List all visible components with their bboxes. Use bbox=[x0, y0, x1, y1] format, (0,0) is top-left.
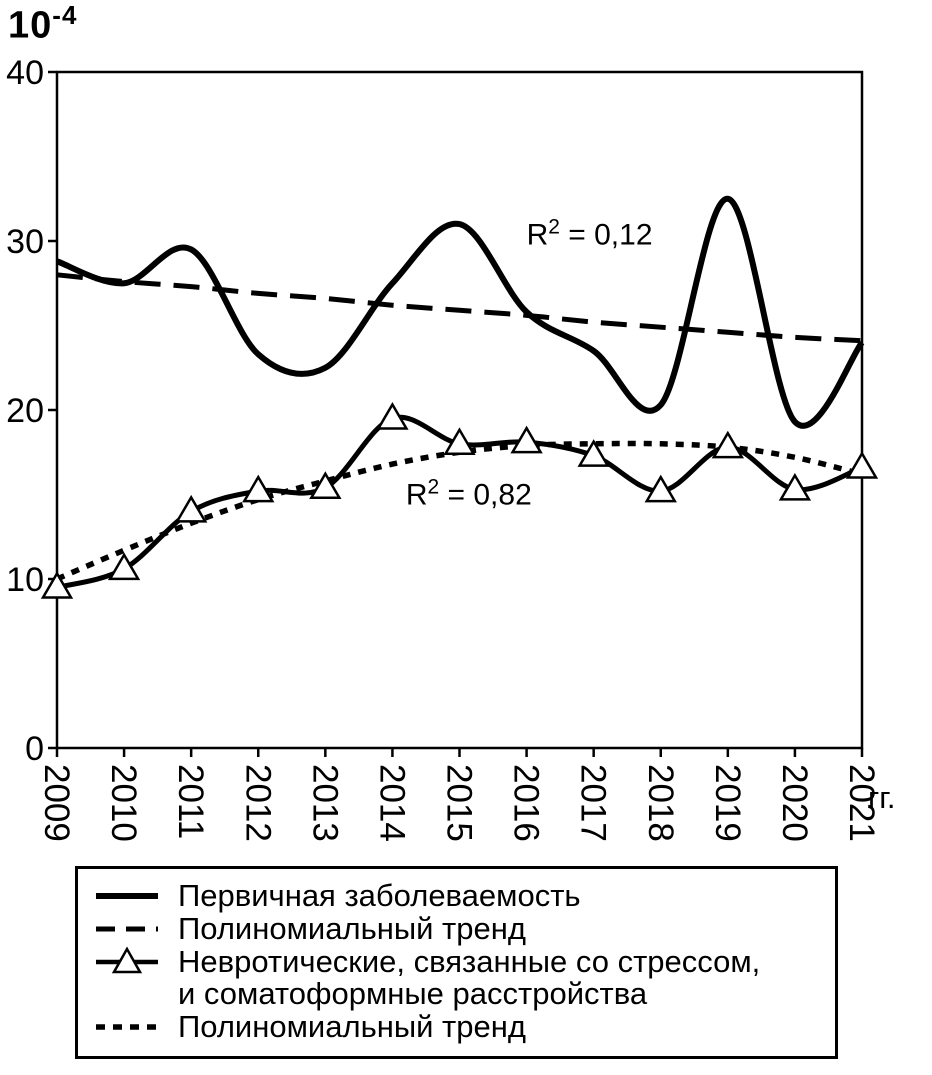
legend-label: Первичная заболеваемость bbox=[178, 878, 581, 913]
series-line-1 bbox=[56, 272, 863, 344]
legend-label-line1: Невротические, связанные со стрессом, bbox=[178, 944, 761, 979]
legend-sample-dotted-line bbox=[96, 1024, 158, 1030]
legend-sample-triangle-marker-line bbox=[96, 946, 158, 974]
r-squared-annotation-1: R2 = 0,82 bbox=[406, 476, 532, 512]
triangle-marker-icon bbox=[376, 401, 409, 430]
legend-sample-solid-line bbox=[96, 893, 158, 899]
r-squared-annotation-0: R2 = 0,12 bbox=[527, 215, 653, 251]
triangle-marker-icon bbox=[174, 494, 208, 523]
x-tick-label: 2010 bbox=[104, 764, 143, 842]
y-tick-label: 0 bbox=[25, 730, 44, 768]
legend-label: Невротические, связанные со стрессом, и … bbox=[178, 946, 760, 1010]
triangle-marker-icon bbox=[510, 425, 543, 454]
line-chart: 0 10 20 30 40 2009 2010 2011 2012 2013 2014 2015 201… bbox=[6, 54, 895, 842]
x-tick-label: 2012 bbox=[238, 764, 277, 842]
triangle-marker-icon bbox=[644, 474, 677, 503]
legend-item-polynomial-trend-1: Полиномиальный тренд bbox=[94, 913, 821, 945]
legend-label-line2: и соматоформные расстройства bbox=[178, 976, 648, 1011]
legend-label: Полиномиальный тренд bbox=[178, 1009, 526, 1044]
legend-label: Полиномиальный тренд bbox=[178, 911, 526, 946]
x-tick-label: 2018 bbox=[641, 764, 680, 842]
x-tick-label: 2019 bbox=[708, 764, 747, 842]
x-tick-label: 2020 bbox=[775, 764, 814, 842]
x-tick-label: 2014 bbox=[372, 764, 411, 842]
x-axis-unit-label: гг. bbox=[868, 780, 895, 815]
x-tick-label: 2015 bbox=[440, 764, 479, 842]
y-axis-scale-label: 10-4 bbox=[8, 0, 77, 48]
y-tick-label: 40 bbox=[6, 54, 44, 92]
triangle-marker-icon bbox=[443, 427, 476, 456]
plot-frame bbox=[55, 70, 864, 750]
y-tick-label: 10 bbox=[6, 561, 44, 599]
x-tick-label: 2011 bbox=[171, 764, 210, 839]
triangle-marker-icon bbox=[309, 471, 342, 499]
triangle-marker-icon bbox=[40, 570, 74, 599]
y-tick-label: 30 bbox=[6, 223, 44, 261]
triangle-marker-icon bbox=[711, 430, 745, 459]
legend-item-neurotic-disorders: Невротические, связанные со стрессом, и … bbox=[94, 946, 821, 1010]
legend-item-primary-incidence: Первичная заболеваемость bbox=[94, 880, 821, 912]
series-line-0 bbox=[55, 195, 865, 429]
legend-item-polynomial-trend-2: Полиномиальный тренд bbox=[94, 1011, 821, 1043]
x-tick-label: 2013 bbox=[305, 764, 344, 842]
triangle-marker-icon bbox=[845, 450, 879, 479]
legend-sample-dashed-line bbox=[96, 926, 158, 932]
chart-legend: Первичная заболеваемость Полиномиальный … bbox=[75, 866, 838, 1059]
scale-exponent: -4 bbox=[52, 0, 78, 30]
y-tick-label: 20 bbox=[6, 392, 44, 430]
x-tick-label: 2016 bbox=[507, 764, 546, 842]
scale-base: 10 bbox=[8, 4, 53, 47]
triangle-marker-icon bbox=[577, 439, 610, 467]
triangle-marker-icon bbox=[111, 946, 143, 974]
x-tick-label: 2009 bbox=[37, 764, 76, 842]
x-tick-label: 2021 bbox=[842, 764, 881, 842]
triangle-marker-icon bbox=[242, 474, 275, 503]
triangle-marker-icon bbox=[107, 552, 141, 581]
x-tick-label: 2017 bbox=[574, 764, 613, 842]
triangle-marker-icon bbox=[778, 472, 812, 501]
